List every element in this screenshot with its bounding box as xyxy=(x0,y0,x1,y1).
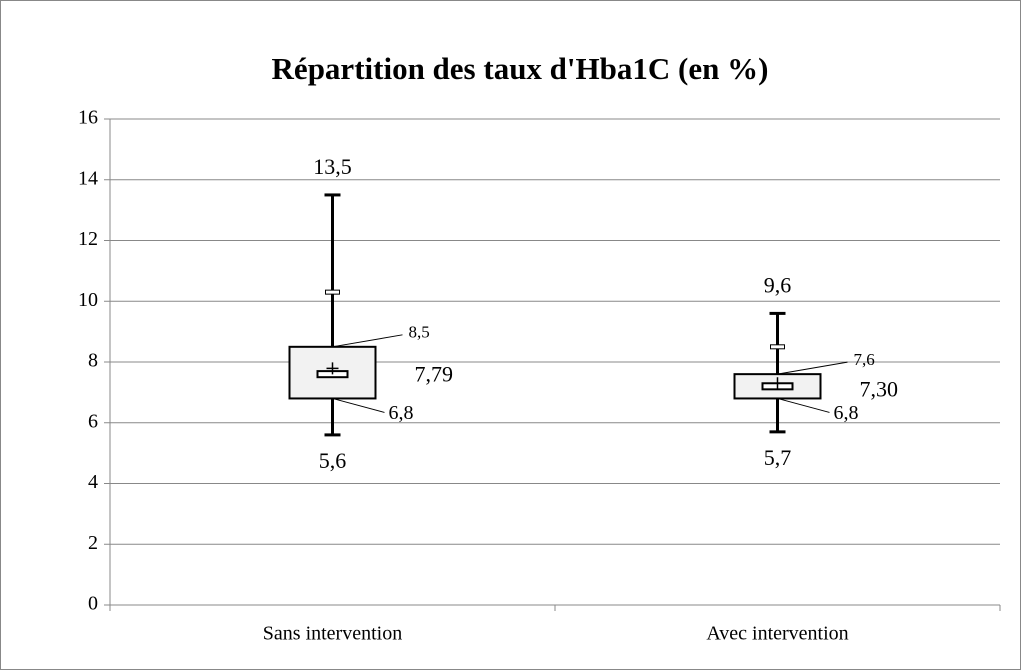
max-label: 9,6 xyxy=(764,272,792,297)
min-label: 5,7 xyxy=(764,445,792,470)
mean-marker xyxy=(326,362,339,375)
y-tick-label: 10 xyxy=(78,289,98,311)
leader-line xyxy=(332,334,403,348)
q3-label: 7,6 xyxy=(854,350,875,369)
q1-label: 6,8 xyxy=(834,402,859,424)
min-label: 5,6 xyxy=(319,448,347,473)
leader-line xyxy=(777,397,830,413)
y-tick-label: 14 xyxy=(78,167,98,189)
outlier xyxy=(770,344,785,350)
q3-label: 8,5 xyxy=(409,323,430,342)
mean-marker xyxy=(771,377,784,390)
leader-line xyxy=(332,397,385,413)
x-tick-label: Avec intervention xyxy=(706,623,848,645)
leader-line xyxy=(777,361,848,375)
y-tick-label: 4 xyxy=(88,471,98,493)
max-label: 13,5 xyxy=(313,154,352,179)
y-tick-label: 16 xyxy=(78,107,98,129)
y-tick-label: 6 xyxy=(88,410,98,432)
y-tick-label: 8 xyxy=(88,350,98,372)
y-tick-label: 0 xyxy=(88,593,98,615)
y-tick-label: 12 xyxy=(78,228,98,250)
chart-title: Répartition des taux d'Hba1C (en %) xyxy=(272,51,769,86)
y-tick-label: 2 xyxy=(88,532,98,554)
q1-label: 6,8 xyxy=(389,402,414,424)
mean-label: 7,79 xyxy=(415,361,454,386)
x-tick-label: Sans intervention xyxy=(263,623,402,645)
outlier xyxy=(325,289,340,295)
mean-label: 7,30 xyxy=(860,376,899,401)
